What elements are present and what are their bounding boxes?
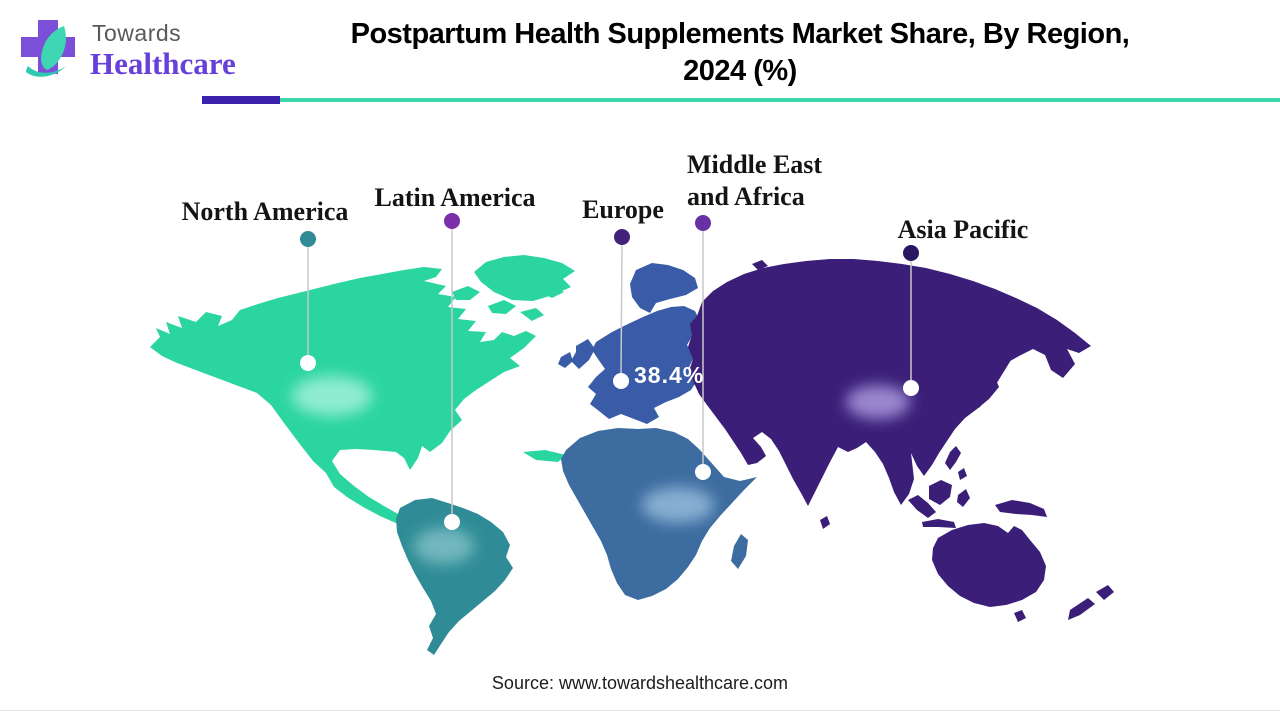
header-rule-purple [202, 96, 280, 104]
brand-name-healthcare: Healthcare [90, 46, 236, 81]
label-middle-east-africa: Middle East and Africa [687, 149, 822, 213]
leader-line-europe [620, 243, 623, 375]
chart-title-line1: Postpartum Health Supplements Market Sha… [350, 18, 1130, 50]
chart-title-line2: 2024 (%) [683, 55, 797, 87]
header-rule-teal [280, 98, 1280, 102]
bottom-divider [0, 710, 1280, 711]
label-middle-east-africa-line1: Middle East [687, 150, 823, 179]
highlight-north-america [292, 376, 372, 416]
region-europe [558, 263, 700, 424]
anchor-dots [300, 355, 919, 530]
europe-share-value: 38.4% [634, 362, 705, 388]
anchor-asia-pacific [903, 380, 919, 396]
highlight-latin-america [414, 528, 474, 564]
marker-north-america [300, 231, 316, 247]
chart-title: Postpartum Health Supplements Market Sha… [290, 16, 1190, 90]
highlight-africa [642, 487, 714, 523]
label-europe: Europe [582, 195, 664, 224]
marker-middle-east-africa [695, 215, 711, 231]
label-asia-pacific: Asia Pacific [897, 215, 1029, 244]
leader-lines [307, 229, 912, 514]
label-latin-america: Latin America [374, 183, 536, 212]
source-text: Source: www.towardshealthcare.com [491, 673, 789, 693]
anchor-middle-east-africa [695, 464, 711, 480]
marker-latin-america [444, 213, 460, 229]
healthcare-cross-leaf-icon [21, 20, 75, 77]
region-north-america [150, 255, 640, 533]
brand-logo: Towards Healthcare [14, 14, 284, 94]
anchor-latin-america [444, 514, 460, 530]
label-middle-east-africa-line2: and Africa [687, 182, 805, 211]
marker-europe [614, 229, 630, 245]
region-asia-pacific [688, 259, 1114, 622]
brand-name-towards: Towards [92, 20, 182, 46]
anchor-europe [613, 373, 629, 389]
highlight-asia [846, 385, 910, 419]
label-north-america: North America [181, 197, 349, 226]
marker-asia-pacific [903, 245, 919, 261]
anchor-north-america [300, 355, 316, 371]
